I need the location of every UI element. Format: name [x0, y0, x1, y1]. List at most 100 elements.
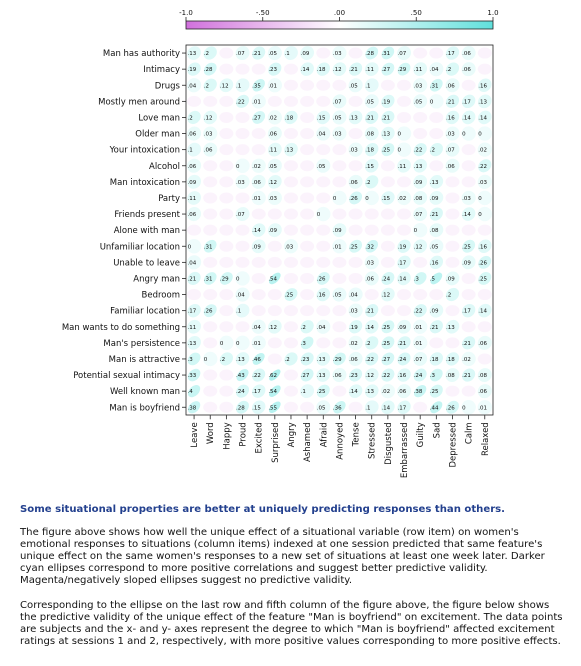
correlation-ellipse: [365, 304, 379, 318]
cell-value: .03: [446, 132, 455, 138]
row-label: Drugs: [155, 81, 181, 91]
correlation-ellipse: [413, 62, 428, 77]
correlation-ellipse: [187, 289, 202, 301]
correlation-ellipse: [316, 240, 331, 252]
correlation-ellipse: [316, 337, 331, 349]
cell-value: 0: [236, 276, 240, 282]
correlation-ellipse: [461, 160, 476, 172]
cell-value: .22: [381, 373, 390, 379]
correlation-ellipse: [461, 351, 476, 367]
correlation-ellipse: [477, 63, 492, 75]
correlation-ellipse: [429, 94, 444, 109]
cell-value: .01: [268, 83, 277, 89]
caption-heading: Some situational properties are better a…: [20, 504, 506, 515]
correlation-ellipse: [300, 240, 315, 252]
correlation-ellipse: [348, 287, 363, 302]
correlation-ellipse: [187, 62, 201, 76]
cell-value: .07: [414, 212, 423, 218]
row-label: Man's persistence: [103, 339, 180, 349]
cell-value: .18: [446, 357, 455, 363]
correlation-ellipse: [461, 303, 476, 318]
cell-value: .13: [349, 115, 358, 121]
correlation-ellipse: [381, 143, 395, 157]
correlation-ellipse: [203, 401, 218, 413]
correlation-ellipse: [364, 255, 379, 270]
correlation-ellipse: [477, 110, 492, 125]
correlation-ellipse: [332, 337, 347, 349]
correlation-ellipse: [316, 79, 331, 91]
correlation-ellipse: [365, 239, 379, 253]
column-label: Embarrassed: [400, 422, 410, 478]
cell-value: .1: [284, 51, 289, 57]
cell-value: .1: [365, 83, 370, 89]
cell-value: .08: [365, 132, 374, 138]
cell-value: .17: [398, 405, 407, 411]
correlation-ellipse: [251, 384, 266, 398]
cell-value: .03: [333, 51, 342, 57]
correlation-ellipse: [219, 352, 233, 366]
cell-value: .22: [365, 357, 374, 363]
cell-value: 0: [462, 132, 466, 138]
column-label: Leave: [190, 422, 200, 447]
correlation-ellipse: [364, 208, 379, 220]
correlation-ellipse: [251, 208, 266, 220]
column-label: Stressed: [368, 422, 378, 459]
correlation-ellipse: [219, 192, 234, 204]
correlation-ellipse: [396, 190, 412, 206]
correlation-ellipse: [316, 352, 331, 366]
correlation-ellipse: [219, 321, 234, 333]
correlation-ellipse: [203, 78, 217, 92]
cell-value: .06: [349, 357, 358, 363]
correlation-ellipse: [461, 272, 476, 284]
correlation-ellipse: [252, 352, 265, 365]
correlation-ellipse: [235, 240, 250, 252]
cell-value: .17: [446, 51, 455, 57]
cell-value: 0: [188, 244, 192, 250]
correlation-ellipse: [461, 207, 476, 221]
correlation-ellipse: [283, 208, 298, 220]
correlation-ellipse: [365, 175, 379, 189]
correlation-ellipse: [219, 305, 234, 317]
correlation-ellipse: [445, 368, 460, 383]
cell-value: .06: [188, 132, 197, 138]
row-label: Alone with man: [114, 226, 180, 236]
correlation-ellipse: [477, 335, 492, 350]
correlation-ellipse: [235, 352, 250, 366]
correlation-ellipse: [267, 175, 282, 189]
cell-value: .05: [268, 51, 277, 57]
correlation-ellipse: [203, 95, 218, 107]
correlation-ellipse: [381, 336, 395, 350]
correlation-ellipse: [219, 176, 234, 188]
correlation-ellipse: [269, 401, 281, 414]
cell-value: .14: [478, 309, 487, 315]
correlation-ellipse: [397, 255, 411, 270]
correlation-ellipse: [397, 224, 412, 236]
correlation-ellipse: [219, 401, 234, 413]
scale-tick-label: -.50: [256, 9, 270, 17]
scale-tick-label: 1.0: [487, 9, 498, 17]
correlation-ellipse: [251, 305, 266, 317]
row-label: Intimacy: [143, 65, 180, 75]
cell-value: .15: [365, 164, 374, 170]
correlation-ellipse: [413, 319, 428, 334]
correlation-ellipse: [283, 369, 298, 381]
correlation-ellipse: [187, 319, 201, 334]
correlation-ellipse: [267, 337, 282, 349]
correlation-ellipse: [397, 336, 411, 350]
cell-value: .24: [398, 357, 407, 363]
cell-value: .05: [317, 164, 326, 170]
cell-value: .07: [414, 357, 423, 363]
correlation-ellipse: [236, 400, 249, 414]
cell-value: .05: [333, 115, 342, 121]
cell-value: .13: [188, 341, 197, 347]
correlation-ellipse: [186, 78, 202, 93]
cell-value: .1: [236, 83, 241, 89]
cell-value: .06: [478, 341, 487, 347]
correlation-ellipse: [300, 62, 314, 76]
cell-value: .18: [365, 148, 374, 154]
correlation-ellipse: [269, 385, 281, 397]
correlation-ellipse: [300, 79, 315, 91]
color-scale: [185, 20, 494, 30]
cell-value: .2: [430, 148, 435, 154]
correlation-ellipse: [477, 206, 492, 222]
